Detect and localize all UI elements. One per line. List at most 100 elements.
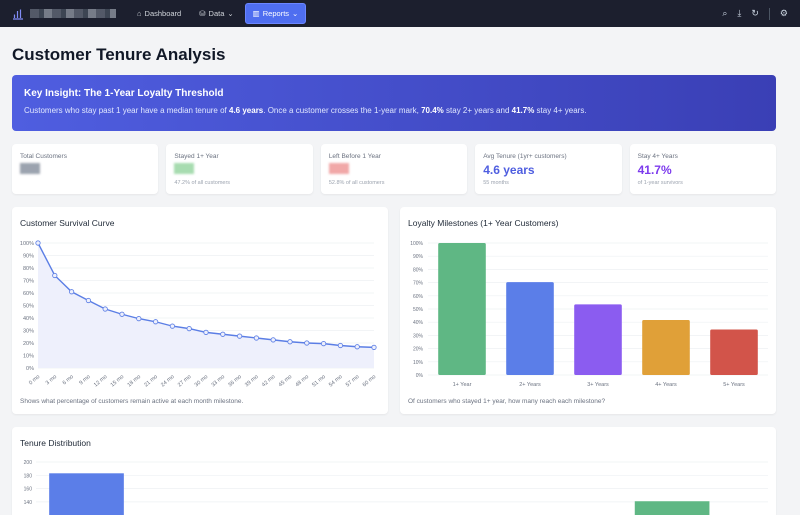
bar bbox=[710, 329, 758, 375]
x-tick-label: 9 mo bbox=[78, 374, 91, 386]
y-tick-label: 100% bbox=[20, 241, 34, 247]
nav-reports[interactable]: ▥ Reports ⌄ bbox=[244, 3, 307, 24]
stats-row: Total Customers Stayed 1+ Year 47.2% of a… bbox=[12, 144, 777, 194]
x-tick-label: 5+ Years bbox=[723, 382, 745, 388]
x-tick-label: 1+ Year bbox=[453, 382, 472, 388]
data-point bbox=[68, 289, 75, 295]
bar-chart-logo-icon bbox=[13, 9, 23, 20]
data-point bbox=[371, 344, 377, 350]
data-point bbox=[287, 339, 293, 345]
survival-card: Customer Survival Curve 0% 10% 20% 30% 40% 50… bbox=[12, 207, 388, 414]
y-tick-label: 0% bbox=[26, 366, 34, 372]
data-point bbox=[220, 331, 226, 337]
bar bbox=[634, 501, 710, 515]
stat-value-redacted bbox=[174, 163, 304, 177]
y-tick-label: 20% bbox=[23, 341, 34, 347]
bar bbox=[642, 319, 690, 375]
distribution-card: Tenure Distribution 140 160 180 200 bbox=[12, 427, 776, 515]
settings-icon[interactable]: ⚙ bbox=[779, 8, 788, 18]
divider bbox=[768, 7, 770, 20]
y-tick-label: 140 bbox=[24, 500, 33, 506]
data-point bbox=[320, 341, 327, 347]
milestones-chart: 0% 10% 20% 30% 40% 50% 60% 70% 80% 90% 100% 1+ Year… bbox=[410, 241, 768, 388]
x-tick-label: 39 mo bbox=[244, 374, 260, 388]
stat-label: Avg Tenure (1yr+ customers) bbox=[483, 153, 567, 160]
insight-title: Key Insight: The 1-Year Loyalty Threshol… bbox=[24, 88, 224, 99]
home-icon: ⌂ bbox=[137, 9, 142, 18]
y-tick-label: 200 bbox=[24, 460, 33, 466]
stat-stayed: Stayed 1+ Year 47.2% of all customers bbox=[166, 144, 313, 194]
y-tick-label: 50% bbox=[23, 304, 34, 310]
x-tick-label: 48 mo bbox=[295, 374, 311, 388]
x-tick-label: 33 mo bbox=[211, 374, 227, 388]
insight-text: Customers who stay past 1 year have a me… bbox=[24, 106, 587, 115]
y-tick-label: 70% bbox=[23, 279, 34, 285]
x-tick-label: 12 mo bbox=[93, 374, 109, 388]
stat-value: 4.6 years bbox=[483, 163, 535, 177]
download-icon[interactable]: ⤓ bbox=[737, 8, 742, 18]
data-point bbox=[237, 333, 243, 339]
x-tick-label: 54 mo bbox=[328, 374, 344, 388]
x-tick-label: 27 mo bbox=[177, 374, 193, 388]
stat-total-customers: Total Customers bbox=[12, 144, 159, 194]
data-point bbox=[169, 323, 175, 329]
y-tick-label: 80% bbox=[23, 266, 34, 272]
x-tick-label: 51 mo bbox=[311, 374, 327, 388]
y-tick-label: 60% bbox=[23, 291, 34, 297]
stat-value-redacted bbox=[328, 163, 459, 177]
chevron-down-icon: ⌄ bbox=[292, 9, 299, 18]
stat-label: Total Customers bbox=[20, 153, 67, 160]
stat-value: 41.7% bbox=[637, 163, 672, 177]
milestones-card: Loyalty Milestones (1+ Year Customers) 0… bbox=[400, 207, 776, 414]
data-point bbox=[354, 344, 360, 350]
top-nav: ⌂ Dashboard ⛁ Data ⌄ ▥ Reports ⌄ ⌕ ⤓ ↻ ⚙ bbox=[0, 0, 800, 27]
chart-icon: ▥ bbox=[252, 9, 260, 18]
refresh-icon[interactable]: ↻ bbox=[751, 8, 759, 18]
bar bbox=[438, 243, 486, 375]
data-point bbox=[337, 342, 343, 349]
data-point bbox=[153, 319, 159, 325]
chevron-down-icon: ⌄ bbox=[227, 9, 234, 18]
bar bbox=[49, 473, 124, 515]
area-fill bbox=[38, 243, 374, 368]
stat-stay-4-years: Stay 4+ Years 41.7% of 1-year survivors bbox=[629, 144, 777, 194]
data-point bbox=[52, 272, 58, 279]
stat-sub: 52.8% of all customers bbox=[328, 180, 385, 186]
x-tick-label: 36 mo bbox=[227, 374, 243, 388]
stat-left: Left Before 1 Year 52.8% of all customers bbox=[320, 144, 468, 194]
x-tick-label: 0 mo bbox=[28, 374, 41, 386]
data-point bbox=[102, 306, 108, 312]
y-tick-label: 10% bbox=[23, 354, 34, 360]
y-tick-label: 50% bbox=[413, 307, 424, 313]
data-point bbox=[304, 340, 310, 346]
stat-label: Left Before 1 Year bbox=[328, 153, 381, 160]
y-tick-label: 90% bbox=[23, 254, 34, 260]
chart-note: Of customers who stayed 1+ year, how man… bbox=[408, 398, 606, 405]
x-tick-label: 3+ Years bbox=[587, 382, 609, 388]
page-title: Customer Tenure Analysis bbox=[12, 45, 226, 64]
stat-label: Stayed 1+ Year bbox=[174, 153, 219, 160]
y-tick-label: 40% bbox=[23, 316, 34, 322]
stat-sub: 55 months bbox=[483, 180, 509, 186]
x-tick-label: 3 mo bbox=[45, 374, 58, 386]
bar bbox=[574, 304, 622, 375]
stat-label: Stay 4+ Years bbox=[637, 153, 678, 160]
x-tick-label: 15 mo bbox=[110, 374, 126, 388]
search-icon[interactable]: ⌕ bbox=[722, 8, 728, 18]
y-tick-label: 90% bbox=[413, 254, 424, 260]
data-point bbox=[186, 326, 192, 332]
data-point bbox=[136, 316, 142, 322]
nav-dashboard[interactable]: ⌂ Dashboard bbox=[130, 4, 188, 23]
bar bbox=[506, 282, 554, 375]
y-tick-label: 60% bbox=[413, 294, 424, 300]
x-tick-label: 6 mo bbox=[62, 374, 75, 386]
y-tick-label: 160 bbox=[24, 487, 33, 493]
survival-chart: 0% 10% 20% 30% 40% 50% 60% 70% 80% 90% 100% 0 mo 3 m… bbox=[20, 240, 377, 388]
insight-banner: Key Insight: The 1-Year Loyalty Threshol… bbox=[12, 75, 776, 131]
y-tick-label: 30% bbox=[413, 333, 424, 339]
stat-avg-tenure: Avg Tenure (1yr+ customers) 4.6 years 55 m… bbox=[475, 144, 622, 194]
nav-data-label: Data bbox=[208, 9, 225, 18]
app-name-redacted bbox=[30, 9, 116, 18]
nav-data[interactable]: ⛁ Data ⌄ bbox=[192, 4, 240, 23]
y-tick-label: 40% bbox=[413, 320, 424, 326]
